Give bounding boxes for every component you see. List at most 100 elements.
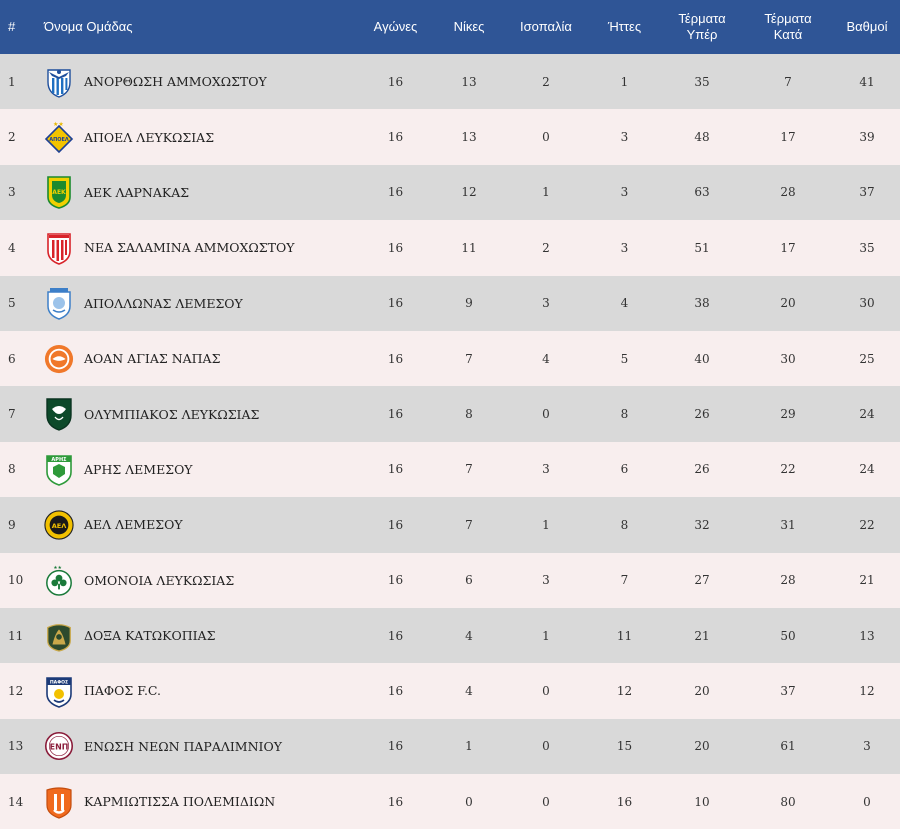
played-cell: 16 xyxy=(387,130,404,145)
team-cell[interactable]: ΑΡΗΣ ΑΡΗΣ ΛΕΜΕΣΟΥ xyxy=(38,442,358,497)
points-cell: 0 xyxy=(863,794,871,809)
team-cell[interactable]: ★★ ΟΜΟΝΟΙΑ ΛΕΥΚΩΣΙΑΣ xyxy=(38,553,358,608)
team-cell[interactable]: ΑΠΟΛΛΩΝΑΣ ΛΕΜΕΣΟΥ xyxy=(38,276,358,331)
table-row[interactable]: 8 ΑΡΗΣ ΑΡΗΣ ΛΕΜΕΣΟΥ 16 7 3 xyxy=(0,441,900,498)
table-row[interactable]: 4 ΝΕΑ ΣΑΛΑΜΙΝΑ ΑΜΜΟΧΩΣΤΟΥ xyxy=(0,220,900,276)
draws-cell: 2 xyxy=(542,74,550,89)
aris-logo-icon: ΑΡΗΣ xyxy=(44,452,74,487)
draws-cell: 3 xyxy=(542,462,550,477)
team-cell[interactable]: ΑΕΛ ΑΕΛ ΛΕΜΕΣΟΥ xyxy=(38,497,358,552)
points-cell: 13 xyxy=(859,628,875,643)
position-cell: 5 xyxy=(8,296,16,311)
team-cell[interactable]: ΠΑΦΟΣ ΠΑΦΟΣ F.C. xyxy=(38,663,358,718)
goals-against-cell: 22 xyxy=(780,462,796,477)
team-name: ΑΠΟΛΛΩΝΑΣ ΛΕΜΕΣΟΥ xyxy=(84,295,243,311)
played-cell: 16 xyxy=(387,185,404,200)
played-cell: 16 xyxy=(387,351,404,366)
header-goals-for-line1: Τέρματα xyxy=(678,11,726,26)
team-name: ΑΕΛ ΛΕΜΕΣΟΥ xyxy=(84,517,183,533)
points-cell: 35 xyxy=(859,240,875,255)
team-name: ΟΛΥΜΠΙΑΚΟΣ ΛΕΥΚΩΣΙΑΣ xyxy=(84,406,260,422)
aek-logo-text: ΑΕΚ xyxy=(52,189,66,196)
table-row[interactable]: 11 ΔΟΞΑ ΚΑΤΩΚΟΠΙΑΣ 16 4 1 11 21 xyxy=(0,607,900,664)
draws-cell: 2 xyxy=(542,240,550,255)
team-cell[interactable]: ΚΑΡΜΙΩΤΙΣΣΑ ΠΟΛΕΜΙΔΙΩΝ xyxy=(38,774,358,829)
losses-cell: 8 xyxy=(620,517,629,532)
played-cell: 16 xyxy=(387,517,404,532)
table-row[interactable]: 5 ΑΠΟΛΛΩΝΑΣ ΛΕΜΕΣΟΥ 16 9 3 xyxy=(0,275,900,331)
team-name: ΟΜΟΝΟΙΑ ΛΕΥΚΩΣΙΑΣ xyxy=(84,572,235,588)
goals-for-cell: 51 xyxy=(694,240,710,255)
position-cell: 8 xyxy=(8,462,16,477)
losses-cell: 3 xyxy=(620,130,629,145)
team-cell[interactable]: ΝΕΑ ΣΑΛΑΜΙΝΑ ΑΜΜΟΧΩΣΤΟΥ xyxy=(38,220,358,275)
header-played[interactable]: Αγώνες xyxy=(373,19,418,34)
team-cell[interactable]: ΑΕΚ ΑΕΚ ΛΑΡΝΑΚΑΣ xyxy=(38,165,358,220)
draws-cell: 4 xyxy=(542,351,550,366)
team-name: ΝΕΑ ΣΑΛΑΜΙΝΑ ΑΜΜΟΧΩΣΤΟΥ xyxy=(84,240,295,256)
header-goals-against[interactable]: Τέρματα Κατά xyxy=(742,0,834,54)
table-row[interactable]: 10 ★★ ΟΜΟΝΟΙΑ ΛΕΥΚΩΣΙΑΣ xyxy=(0,552,900,608)
header-points[interactable]: Βαθμοί xyxy=(846,19,888,34)
wins-cell: 4 xyxy=(465,683,473,698)
wins-cell: 7 xyxy=(465,462,473,477)
position-cell: 1 xyxy=(8,74,16,89)
header-position[interactable]: # xyxy=(8,19,16,34)
table-row[interactable]: 7 ΟΛΥΜΠΙΑΚΟΣ ΛΕΥΚΩΣΙΑΣ 16 8 0 8 26 xyxy=(0,386,900,442)
team-cell[interactable]: ★★ ΑΠΟΕΛ ΑΠΟΕΛ ΛΕΥΚΩΣΙΑΣ xyxy=(38,109,358,164)
goals-for-cell: 38 xyxy=(694,296,710,311)
header-wins[interactable]: Νίκες xyxy=(453,19,485,34)
points-cell: 39 xyxy=(859,130,875,145)
header-goals-for[interactable]: Τέρματα Υπέρ xyxy=(662,0,742,54)
ael-logo-text: ΑΕΛ xyxy=(52,522,68,530)
played-cell: 16 xyxy=(387,462,404,477)
goals-against-cell: 30 xyxy=(780,351,796,366)
draws-cell: 0 xyxy=(542,794,550,809)
draws-cell: 1 xyxy=(542,517,550,532)
team-cell[interactable]: ΔΟΞΑ ΚΑΤΩΚΟΠΙΑΣ xyxy=(38,608,358,663)
goals-for-cell: 20 xyxy=(694,739,710,754)
table-row[interactable]: 13 ΕΝΠ ΕΝΩΣΗ ΝΕΩΝ ΠΑΡΑΛΙΜΝΙΟΥ 16 1 0 15 xyxy=(0,718,900,775)
karmiotissa-logo-icon xyxy=(44,785,74,819)
table-row[interactable]: 14 ΚΑΡΜΙΩΤΙΣΣΑ ΠΟΛΕΜΙΔΙΩΝ 16 0 0 xyxy=(0,774,900,829)
table-row[interactable]: 1 ΑΝΟΡΘΩΣΗ ΑΜΜΟΧΩΣΤΟΥ xyxy=(0,54,900,110)
draws-cell: 1 xyxy=(542,185,550,200)
table-row[interactable]: 12 ΠΑΦΟΣ ΠΑΦΟΣ F.C. 16 4 xyxy=(0,663,900,719)
goals-against-cell: 7 xyxy=(784,74,792,89)
position-cell: 4 xyxy=(8,240,16,255)
header-goals-against-line2: Κατά xyxy=(773,27,803,42)
position-cell: 12 xyxy=(8,683,24,698)
team-name: ΚΑΡΜΙΩΤΙΣΣΑ ΠΟΛΕΜΙΔΙΩΝ xyxy=(84,794,276,810)
header-losses[interactable]: Ήττες xyxy=(607,19,642,34)
nea-salamina-logo-icon xyxy=(44,231,74,265)
points-cell: 25 xyxy=(859,351,875,366)
team-cell[interactable]: ΕΝΠ ΕΝΩΣΗ ΝΕΩΝ ΠΑΡΑΛΙΜΝΙΟΥ xyxy=(38,719,358,774)
enp-logo-icon: ΕΝΠ xyxy=(44,729,74,763)
table-row[interactable]: 2 ★★ ΑΠΟΕΛ ΑΠΟΕΛ ΛΕΥΚΩΣΙΑΣ 16 13 0 3 xyxy=(0,109,900,165)
losses-cell: 3 xyxy=(620,185,629,200)
svg-text:★★: ★★ xyxy=(53,121,64,128)
goals-against-cell: 50 xyxy=(780,628,796,643)
goals-against-cell: 20 xyxy=(780,296,796,311)
draws-cell: 0 xyxy=(542,407,550,422)
table-row[interactable]: 3 ΑΕΚ ΑΕΚ ΛΑΡΝΑΚΑΣ 16 12 1 3 63 xyxy=(0,164,900,221)
apoel-logo-text: ΑΠΟΕΛ xyxy=(49,137,69,143)
wins-cell: 9 xyxy=(465,296,473,311)
header-team-name[interactable]: Όνομα Ομάδας xyxy=(44,19,133,34)
goals-against-cell: 28 xyxy=(780,573,796,588)
losses-cell: 11 xyxy=(616,628,633,643)
team-cell[interactable]: ΟΛΥΜΠΙΑΚΟΣ ΛΕΥΚΩΣΙΑΣ xyxy=(38,386,358,441)
played-cell: 16 xyxy=(387,628,404,643)
wins-cell: 13 xyxy=(461,130,477,145)
team-cell[interactable]: ΑΝΟΡΘΩΣΗ ΑΜΜΟΧΩΣΤΟΥ xyxy=(38,54,358,109)
goals-against-cell: 17 xyxy=(780,240,796,255)
aek-logo-icon: ΑΕΚ xyxy=(44,175,74,210)
draws-cell: 1 xyxy=(542,628,550,643)
wins-cell: 1 xyxy=(465,739,473,754)
table-row[interactable]: 6 ΑΟΑΝ ΑΓΙΑΣ ΝΑΠΑΣ 16 7 4 xyxy=(0,330,900,387)
table-row[interactable]: 9 ΑΕΛ ΑΕΛ ΛΕΜΕΣΟΥ 16 7 1 8 32 xyxy=(0,497,900,553)
team-cell[interactable]: ΑΟΑΝ ΑΓΙΑΣ ΝΑΠΑΣ xyxy=(38,331,358,386)
goals-for-cell: 35 xyxy=(694,74,710,89)
header-draws[interactable]: Ισοπαλία xyxy=(520,19,572,34)
goals-for-cell: 26 xyxy=(694,462,710,477)
